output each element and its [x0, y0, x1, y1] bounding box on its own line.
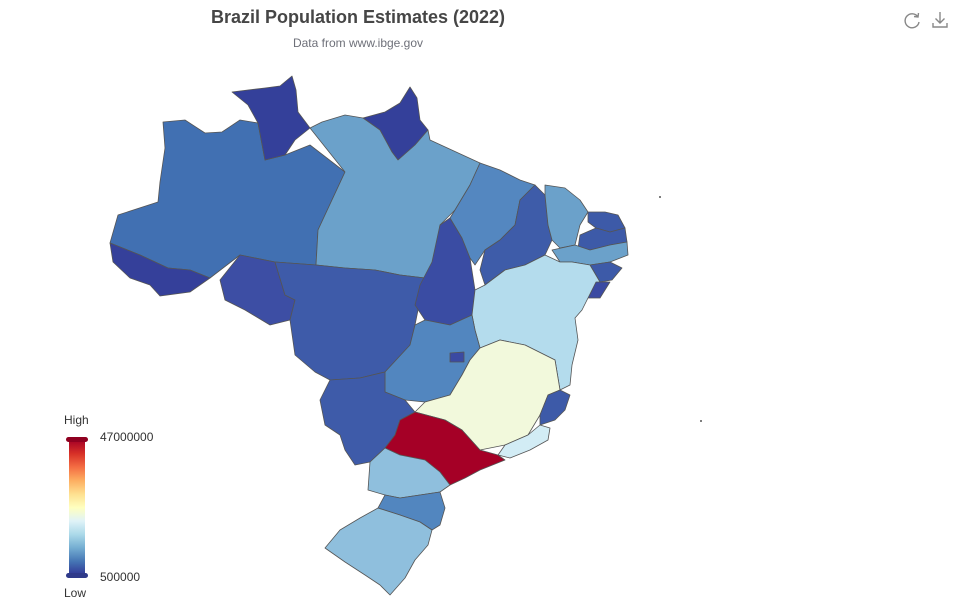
refresh-icon[interactable]	[902, 10, 922, 30]
state-rio-grande-do-sul[interactable]	[324, 507, 433, 596]
visual-map-low-text: Low	[64, 586, 87, 600]
visual-map-min-label: 500000	[100, 570, 141, 584]
state-rio-de-janeiro[interactable]	[497, 424, 551, 459]
state-amazonas[interactable]	[109, 119, 346, 279]
visual-map-handle-top	[66, 437, 88, 442]
state-distrito-federal[interactable]	[449, 351, 465, 363]
state-espirito-santo[interactable]	[539, 389, 571, 426]
visual-map-high-text: High	[64, 413, 89, 427]
state-acre[interactable]	[109, 242, 211, 297]
chart-title: Brazil Population Estimates (2022)	[210, 7, 506, 27]
visual-map-max-label: 47000000	[100, 430, 154, 444]
visual-map-gradient[interactable]	[66, 437, 88, 578]
state-sao-paulo[interactable]	[384, 411, 506, 486]
chart-subtitle: Data from www.ibge.gov	[292, 36, 424, 50]
toolbox	[902, 10, 950, 30]
state-parana[interactable]	[367, 447, 451, 499]
visual-map-handle-bottom	[66, 573, 88, 578]
state-roraima[interactable]	[231, 75, 311, 161]
state-minas-gerais[interactable]	[414, 339, 561, 451]
island-fernando-de-noronha	[659, 196, 661, 198]
island-trindade	[700, 420, 702, 422]
download-icon[interactable]	[930, 10, 950, 30]
